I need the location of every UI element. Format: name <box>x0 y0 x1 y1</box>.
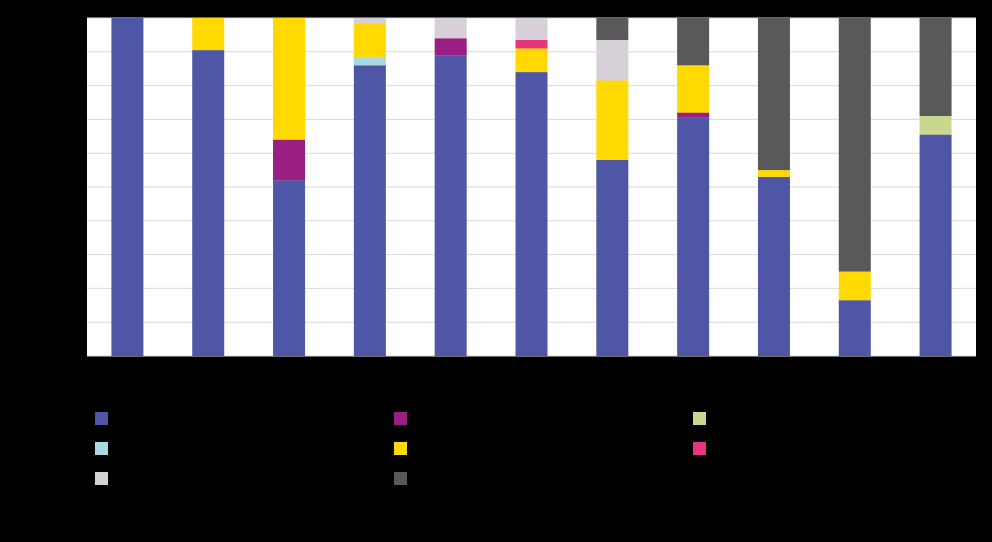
bar-segment <box>919 18 952 117</box>
bar-segment <box>919 134 952 356</box>
bar-segment <box>515 72 548 356</box>
bar-segment <box>273 139 306 181</box>
bar-segment <box>515 18 548 40</box>
bar-segment <box>273 180 306 356</box>
legend-swatch <box>394 472 407 485</box>
bar-segment <box>757 176 790 356</box>
bar-segment <box>677 65 710 113</box>
legend-swatch <box>693 442 706 455</box>
bar-segment <box>434 38 467 56</box>
bar-segment <box>677 112 710 118</box>
bar-segment <box>677 117 710 357</box>
bar-segment <box>192 50 225 357</box>
bar-segment <box>434 18 467 39</box>
bar-segment <box>838 271 871 301</box>
bar-segment <box>111 18 144 356</box>
bar-segment <box>596 159 629 356</box>
bar-segment <box>273 18 306 140</box>
bar-segment <box>596 18 629 40</box>
bar-segment <box>757 170 790 177</box>
bar-segment <box>596 80 629 160</box>
legend-swatch <box>394 442 407 455</box>
bar-segment <box>677 18 710 66</box>
legend-swatch <box>394 412 407 425</box>
bar-segment <box>838 300 871 356</box>
bar-segment <box>353 56 386 66</box>
bar-segment <box>353 23 386 57</box>
bar-segment <box>757 18 790 171</box>
bar-segment <box>838 18 871 272</box>
bar-segment <box>434 55 467 357</box>
bar-segment <box>596 39 629 81</box>
bar-segment <box>353 65 386 356</box>
legend-swatch <box>95 412 108 425</box>
bar-segment <box>919 116 952 135</box>
bar-segment <box>515 48 548 73</box>
bar-segment <box>192 18 225 51</box>
legend-swatch <box>95 442 108 455</box>
bar-segment <box>353 18 386 24</box>
legend-swatch <box>693 412 706 425</box>
bar-segment <box>515 39 548 49</box>
legend-swatch <box>95 472 108 485</box>
